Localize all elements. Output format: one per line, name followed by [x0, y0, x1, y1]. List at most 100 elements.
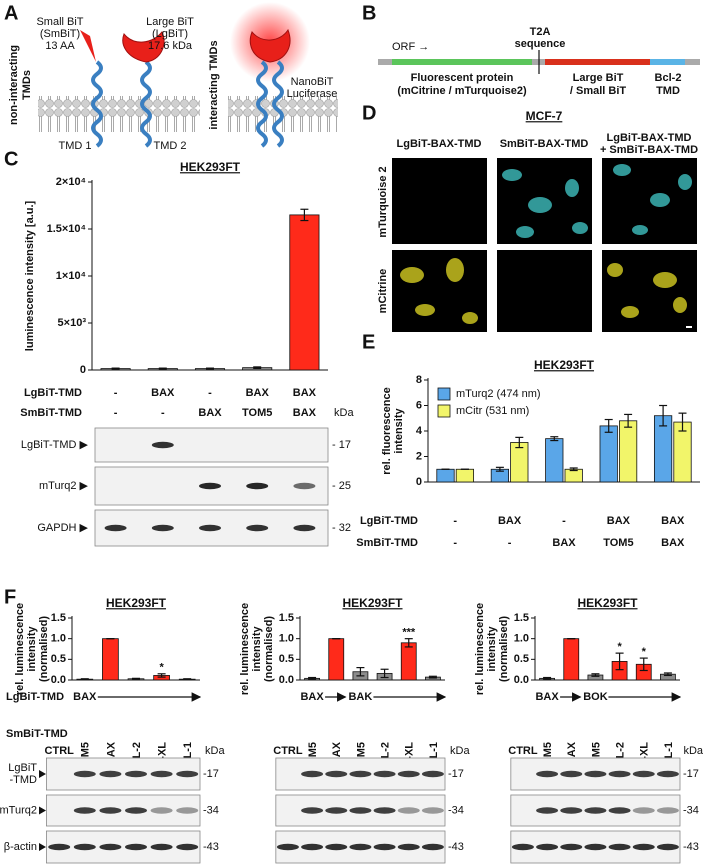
- band: [608, 843, 631, 851]
- y-tick-label: 1.5×10⁴: [47, 223, 86, 235]
- pointer: [39, 843, 46, 851]
- label: TMDs: [21, 70, 33, 100]
- blot: [46, 830, 201, 864]
- significance: *: [642, 646, 647, 658]
- label: Large BiT: [146, 16, 194, 28]
- chart-title: HEK293FT: [577, 596, 638, 610]
- panel-title: MCF-7: [526, 109, 563, 123]
- significance: ***: [402, 627, 416, 639]
- y-axis-title: (normalised): [263, 616, 275, 682]
- band: [150, 770, 173, 778]
- legend-label: mTurq2 (474 nm): [456, 388, 541, 400]
- x-tick-label: -: [562, 515, 566, 527]
- band: [560, 770, 583, 778]
- band: [608, 770, 631, 778]
- lgbit-label: BAX: [300, 691, 324, 703]
- marker-label: -17: [203, 768, 219, 780]
- marker-label: -43: [203, 841, 219, 853]
- band: [246, 482, 269, 490]
- y-tick-label: 0.0: [514, 674, 529, 686]
- label: non-interacting: [8, 45, 20, 125]
- band: [632, 843, 655, 851]
- micrograph: [392, 158, 487, 244]
- panel-a: A non-interacting TMDs Small BiT (SmBiT)…: [4, 2, 338, 152]
- band: [656, 843, 679, 851]
- y-tick-label: 0: [416, 476, 422, 488]
- legend-swatch: [437, 387, 451, 401]
- blot: [46, 794, 201, 827]
- band: [301, 843, 324, 851]
- micrograph: [602, 250, 697, 332]
- label: TMD: [656, 85, 680, 97]
- y-tick-label: 0.5: [279, 653, 294, 665]
- helix: [272, 60, 284, 148]
- row-label: SmBiT-TMD: [20, 407, 82, 419]
- band: [656, 770, 679, 778]
- label: Fluorescent protein: [411, 72, 514, 84]
- band: [632, 807, 655, 814]
- band: [536, 843, 559, 851]
- y-axis-title: intensity: [393, 408, 405, 454]
- band: [176, 770, 199, 778]
- y-axis-title: intensity: [26, 626, 38, 672]
- y-axis-title: intensity: [251, 626, 263, 672]
- band: [584, 770, 607, 778]
- bar: [510, 442, 529, 483]
- bar: [455, 468, 475, 483]
- band: [246, 524, 269, 532]
- marker-label: -43: [683, 841, 699, 853]
- ctrl-label: CTRL: [45, 745, 75, 757]
- band: [301, 807, 324, 814]
- panel-letter: E: [362, 331, 375, 353]
- band: [125, 770, 147, 778]
- y-tick-label: 4: [416, 425, 423, 437]
- cells: [400, 258, 687, 324]
- band: [584, 807, 607, 814]
- micrograph: [497, 250, 592, 332]
- band: [349, 770, 372, 778]
- legend-label: mCitr (531 nm): [456, 405, 529, 417]
- chart-title: HEK293FT: [106, 596, 167, 610]
- blot-label: GAPDH ▶: [37, 522, 88, 534]
- y-tick-label: 1.5: [514, 612, 529, 624]
- y-axis-title: rel. luminescence: [14, 603, 26, 695]
- band: [125, 843, 147, 851]
- label: Small BiT: [36, 16, 83, 28]
- chart-title: HEK293FT: [342, 596, 403, 610]
- x-tick-label: BAX: [607, 515, 631, 527]
- y-tick-label: 8: [416, 374, 422, 386]
- y-tick-label: 0.5: [514, 653, 529, 665]
- band: [151, 524, 174, 532]
- panel-letter: C: [4, 148, 18, 170]
- panel-d: D MCF-7 LgBiT-BAX-TMD SmBiT-BAX-TMD LgBi…: [362, 102, 698, 332]
- row-label: mTurquoise 2: [377, 166, 389, 237]
- lgbit-label: BAX: [73, 691, 97, 703]
- column-label: LgBiT-BAX-TMD: [397, 138, 482, 150]
- bar: [564, 468, 583, 483]
- row-label: LgBiT-TMD: [360, 515, 418, 527]
- y-axis-title: rel. luminescence: [239, 603, 251, 695]
- label: 13 AA: [45, 40, 75, 52]
- row-label: mCitrine: [377, 269, 389, 314]
- x-tick-label: BAX: [198, 407, 222, 419]
- band: [632, 770, 655, 778]
- band: [536, 807, 559, 814]
- y-tick-label: 1.0: [279, 633, 294, 645]
- band: [325, 807, 348, 814]
- helix: [256, 60, 268, 148]
- bar: [328, 638, 345, 681]
- x-tick-label: -: [508, 537, 512, 549]
- y-tick-label: 0.5: [51, 653, 66, 665]
- label: interacting TMDs: [208, 40, 220, 129]
- label: 17.6 kDa: [148, 40, 193, 52]
- y-tick-label: 1.0: [514, 633, 529, 645]
- band: [199, 482, 221, 490]
- y-tick-label: 5×10³: [58, 317, 87, 329]
- label: (LgBiT): [152, 28, 188, 40]
- band: [397, 770, 420, 778]
- marker-label: -17: [683, 768, 699, 780]
- label: Large BiT: [573, 72, 624, 84]
- blot-label: LgBiT: [8, 762, 37, 774]
- band: [293, 524, 316, 532]
